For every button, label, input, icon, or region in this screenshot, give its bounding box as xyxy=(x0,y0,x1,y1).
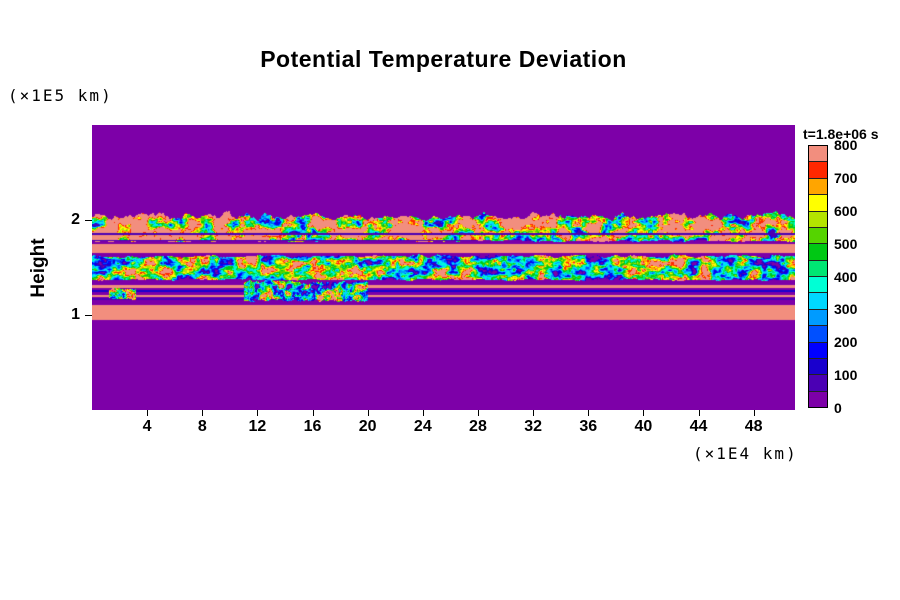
colorbar-segment xyxy=(809,342,827,359)
colorbar-tick-label: 100 xyxy=(834,367,858,384)
colorbar-segment xyxy=(809,178,827,196)
colorbar-tick-label: 200 xyxy=(834,334,858,351)
colorbar-segment xyxy=(809,375,827,392)
colorbar-tick-label: 300 xyxy=(834,301,858,318)
x-tick-mark xyxy=(588,410,590,416)
y-tick-label: 2 xyxy=(71,211,80,228)
heatmap-canvas xyxy=(92,125,795,410)
x-tick-mark xyxy=(367,410,369,416)
x-axis-tick-marks xyxy=(92,410,795,416)
y-axis-unit-label: (×1E5 km) xyxy=(8,86,113,105)
colorbar-segment xyxy=(809,358,827,376)
colorbar-tick-labels: 0 100 200 300 400 500 600 700 800 xyxy=(834,137,879,416)
y-axis-label: Height xyxy=(28,238,49,298)
x-tick-label: 20 xyxy=(358,418,377,435)
y-tick-mark xyxy=(85,315,92,316)
colorbar-tick-label: 500 xyxy=(834,235,858,252)
colorbar-segment xyxy=(809,146,827,163)
colorbar-segment xyxy=(809,227,827,245)
x-tick-label: 16 xyxy=(303,418,322,435)
x-tick-label: 28 xyxy=(469,418,487,435)
x-tick-mark xyxy=(257,410,259,416)
colorbar-segment xyxy=(809,391,827,407)
x-tick-mark xyxy=(147,410,149,416)
x-axis-unit-label: (×1E4 km) xyxy=(693,444,798,463)
colorbar-segment xyxy=(809,195,827,212)
x-tick-label: 32 xyxy=(524,418,542,435)
x-tick-label: 8 xyxy=(197,418,207,435)
x-tick-label: 40 xyxy=(634,418,653,435)
plot-area xyxy=(92,125,795,410)
y-tick-mark xyxy=(85,220,92,221)
colorbar-tick-label: 0 xyxy=(834,400,842,416)
colorbar-tick-label: 800 xyxy=(834,137,858,153)
colorbar-segment xyxy=(809,211,827,228)
x-tick-label: 12 xyxy=(248,418,267,435)
colorbar-time-label: t=1.8e+06 s xyxy=(803,126,879,142)
colorbar-segment xyxy=(809,277,827,294)
x-tick-label: 44 xyxy=(689,418,708,435)
y-tick-label: 1 xyxy=(71,306,80,323)
x-tick-label: 48 xyxy=(744,418,763,435)
x-tick-label: 4 xyxy=(142,418,152,435)
colorbar-tick-label: 600 xyxy=(834,202,858,219)
colorbar-tick-label: 700 xyxy=(834,169,858,186)
colorbar-segment xyxy=(809,244,827,261)
colorbar-tick-label: 400 xyxy=(834,268,858,285)
x-tick-mark xyxy=(698,410,700,416)
chart-title: Potential Temperature Deviation xyxy=(260,46,627,72)
x-tick-mark xyxy=(202,410,204,416)
colorbar-segment xyxy=(809,293,827,310)
x-tick-mark xyxy=(643,410,645,416)
colorbar-segment xyxy=(809,260,827,277)
x-tick-label: 24 xyxy=(413,418,432,435)
colorbar-gradient xyxy=(808,145,828,408)
x-tick-mark xyxy=(422,410,424,416)
x-tick-mark xyxy=(477,410,479,416)
y-axis-tick-marks xyxy=(85,125,92,410)
colorbar-segment xyxy=(809,309,827,327)
x-tick-mark xyxy=(753,410,755,416)
x-tick-mark xyxy=(312,410,314,416)
colorbar-segment xyxy=(809,326,827,343)
colorbar-segment xyxy=(809,162,827,179)
x-tick-mark xyxy=(533,410,535,416)
x-axis-tick-labels: 4 8 12 16 20 24 28 32 36 40 44 48 xyxy=(92,418,795,438)
x-tick-label: 36 xyxy=(579,418,598,435)
